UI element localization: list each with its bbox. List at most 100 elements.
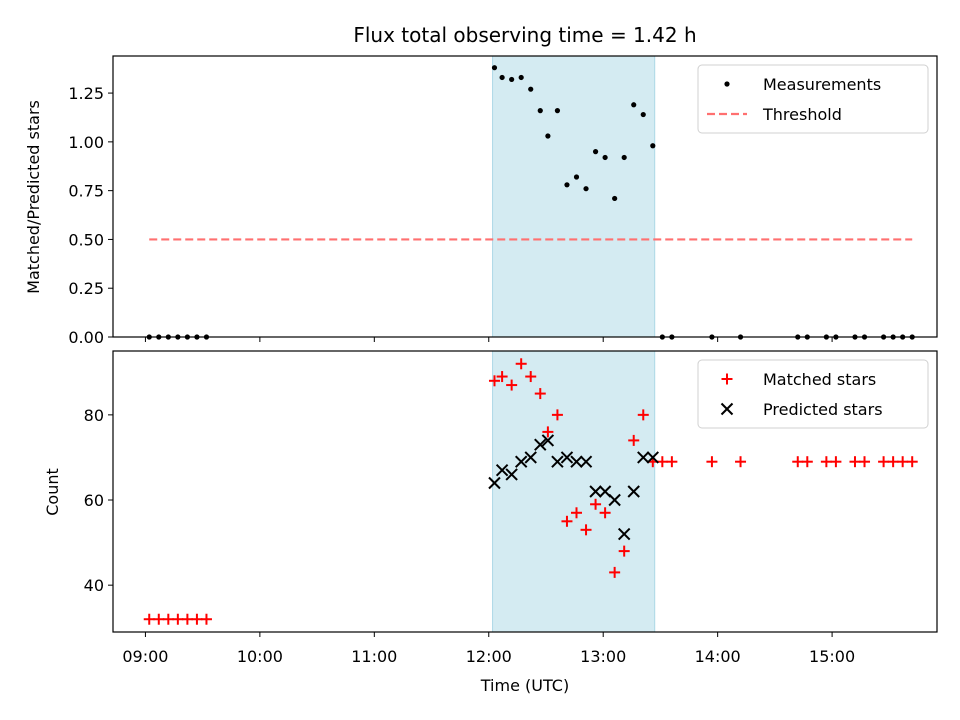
measurement-point xyxy=(650,143,656,149)
measurement-point xyxy=(592,149,599,155)
matched-stars-point xyxy=(580,524,592,536)
matched-stars-point xyxy=(172,613,184,625)
measurement-point xyxy=(564,182,570,188)
matched-stars-point xyxy=(488,375,500,387)
y-tick-label: 60 xyxy=(84,491,104,510)
matched-stars-point xyxy=(735,456,747,468)
matched-stars-point xyxy=(162,613,174,625)
matched-stars-point xyxy=(515,358,527,370)
matched-stars-point xyxy=(200,613,212,625)
predicted-stars-point xyxy=(534,438,547,451)
predicted-stars-point xyxy=(560,451,574,464)
x-tick-label: 14:00 xyxy=(695,647,741,666)
measurement-point xyxy=(612,195,618,202)
matched-stars-point xyxy=(801,456,813,468)
matched-stars-point xyxy=(792,456,804,468)
predicted-stars-point xyxy=(495,464,509,477)
matched-stars-point xyxy=(571,507,582,519)
predicted-stars-point xyxy=(608,493,621,507)
measurement-point xyxy=(583,186,589,192)
predicted-stars-point xyxy=(637,451,650,464)
matched-stars-point xyxy=(181,613,193,625)
measurement-point xyxy=(640,111,646,118)
matched-stars-point xyxy=(859,456,871,468)
predicted-stars-point xyxy=(617,527,631,541)
x-axis-label: Time (UTC) xyxy=(480,676,569,695)
measurement-point xyxy=(545,133,551,139)
legend-box xyxy=(697,359,929,429)
predicted-stars-point xyxy=(579,455,593,468)
matched-stars-point xyxy=(906,456,918,468)
y-tick-label: 0.75 xyxy=(68,182,104,201)
measurement-point xyxy=(554,108,561,114)
legend-label: Measurements xyxy=(763,75,881,94)
matched-stars-point xyxy=(820,456,832,468)
legend-label: Threshold xyxy=(762,105,842,124)
y-axis-label-top: Matched/Predicted stars xyxy=(24,100,43,294)
matched-stars-point xyxy=(534,388,546,400)
x-tick-label: 15:00 xyxy=(809,647,855,666)
x-tick-label: 13:00 xyxy=(580,647,626,666)
matched-stars-point xyxy=(551,409,563,421)
x-tick-label: 09:00 xyxy=(122,647,168,666)
matched-stars-point xyxy=(143,613,155,625)
y-tick-label: 0.25 xyxy=(68,279,104,298)
matched-stars-point xyxy=(525,371,537,383)
y-tick-label: 0.50 xyxy=(68,230,104,249)
measurement-point xyxy=(499,74,505,81)
matched-stars-point xyxy=(590,498,602,510)
y-tick-label: 80 xyxy=(84,406,104,425)
predicted-stars-point xyxy=(514,455,528,468)
matched-stars-point xyxy=(542,426,554,438)
plot-frame xyxy=(112,350,938,633)
legend-marker-plus xyxy=(721,373,733,385)
measurement-point xyxy=(528,86,534,92)
predicted-stars-point xyxy=(541,434,555,447)
y-axis-label-bottom: Count xyxy=(43,468,62,516)
measurement-point xyxy=(491,65,498,71)
matched-stars-point xyxy=(561,515,573,527)
matched-stars-point xyxy=(628,434,640,446)
matched-stars-point xyxy=(849,456,861,468)
legend: Measurements Threshold xyxy=(697,64,929,134)
y-tick-label: 1.00 xyxy=(68,133,104,152)
predicted-stars-point xyxy=(551,455,564,468)
x-tick-label: 12:00 xyxy=(466,647,512,666)
matched-stars-point xyxy=(506,379,518,391)
predicted-stars-point xyxy=(646,451,660,464)
matched-stars-point xyxy=(706,456,718,468)
predicted-stars-point xyxy=(589,485,602,498)
plot-frame xyxy=(112,55,938,338)
chart-title: Flux total observing time = 1.42 h xyxy=(353,23,696,47)
measurement-point xyxy=(537,108,543,114)
shaded-interval xyxy=(492,55,656,338)
legend-marker-x xyxy=(720,402,734,416)
measurement-point xyxy=(573,174,580,180)
matched-stars-point xyxy=(153,613,165,625)
measurement-point xyxy=(621,154,627,161)
predicted-stars-point xyxy=(488,476,501,490)
matched-stars-point xyxy=(897,456,909,468)
measurement-point xyxy=(518,74,524,81)
matched-stars-point xyxy=(599,507,611,519)
legend-box xyxy=(697,64,929,134)
y-tick-label: 40 xyxy=(84,576,104,595)
matched-stars-point xyxy=(887,456,899,468)
matched-stars-point xyxy=(830,456,842,468)
legend: Matched stars Predicted stars xyxy=(697,359,929,429)
predicted-stars-point xyxy=(524,451,537,464)
legend-label: Predicted stars xyxy=(763,400,883,419)
x-tick-label: 10:00 xyxy=(237,647,283,666)
y-tick-label: 0.00 xyxy=(68,328,104,347)
matched-stars-point xyxy=(496,371,508,383)
x-tick-label: 11:00 xyxy=(351,647,397,666)
matched-stars-point xyxy=(618,545,630,557)
matched-stars-point xyxy=(656,456,668,468)
predicted-stars-point xyxy=(570,455,583,468)
predicted-stars-point xyxy=(505,468,518,481)
measurement-point xyxy=(509,76,515,83)
shaded-interval xyxy=(492,350,656,633)
matched-stars-point xyxy=(878,456,890,468)
legend-marker-dot xyxy=(724,81,730,87)
